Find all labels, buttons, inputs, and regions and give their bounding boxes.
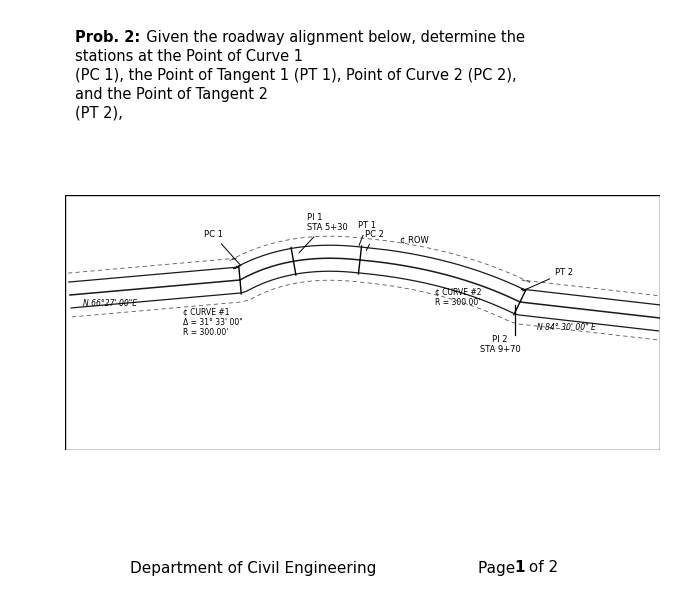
Text: Page: Page <box>478 560 520 576</box>
Text: PI 1
STA 5+30: PI 1 STA 5+30 <box>299 213 348 253</box>
Text: N 66°27' 00"E: N 66°27' 00"E <box>83 299 137 308</box>
Text: PI 2: PI 2 <box>492 335 508 344</box>
Text: Δ = 31° 33' 00": Δ = 31° 33' 00" <box>183 318 243 327</box>
Text: (PT 2),: (PT 2), <box>75 106 122 121</box>
Text: ¢ CURVE #2: ¢ CURVE #2 <box>435 288 482 297</box>
Text: and the Point of Tangent 2: and the Point of Tangent 2 <box>75 87 268 102</box>
Text: PT 2: PT 2 <box>522 268 573 291</box>
Text: R = 300.00': R = 300.00' <box>183 328 228 337</box>
Text: PT 1: PT 1 <box>358 221 376 246</box>
Text: ¢ CURVE #1: ¢ CURVE #1 <box>183 308 230 317</box>
Text: (PC 1), the Point of Tangent 1 (PT 1), Point of Curve 2 (PC 2),: (PC 1), the Point of Tangent 1 (PT 1), P… <box>75 68 517 83</box>
Text: of 2: of 2 <box>524 560 558 576</box>
Text: STA 9+70: STA 9+70 <box>480 345 520 354</box>
Text: PC 2: PC 2 <box>365 230 384 250</box>
Text: Prob. 2:: Prob. 2: <box>75 30 140 45</box>
Text: stations at the Point of Curve 1: stations at the Point of Curve 1 <box>75 49 303 64</box>
Text: R = 300.00': R = 300.00' <box>435 298 480 307</box>
Text: 1: 1 <box>514 560 524 576</box>
Text: ¢ ROW: ¢ ROW <box>400 236 428 245</box>
Text: PC 1: PC 1 <box>204 230 241 266</box>
Text: Department of Civil Engineering: Department of Civil Engineering <box>130 560 377 576</box>
Text: Given the roadway alignment below, determine the: Given the roadway alignment below, deter… <box>137 30 525 45</box>
Text: N 84° 30' 00" E: N 84° 30' 00" E <box>537 323 596 332</box>
